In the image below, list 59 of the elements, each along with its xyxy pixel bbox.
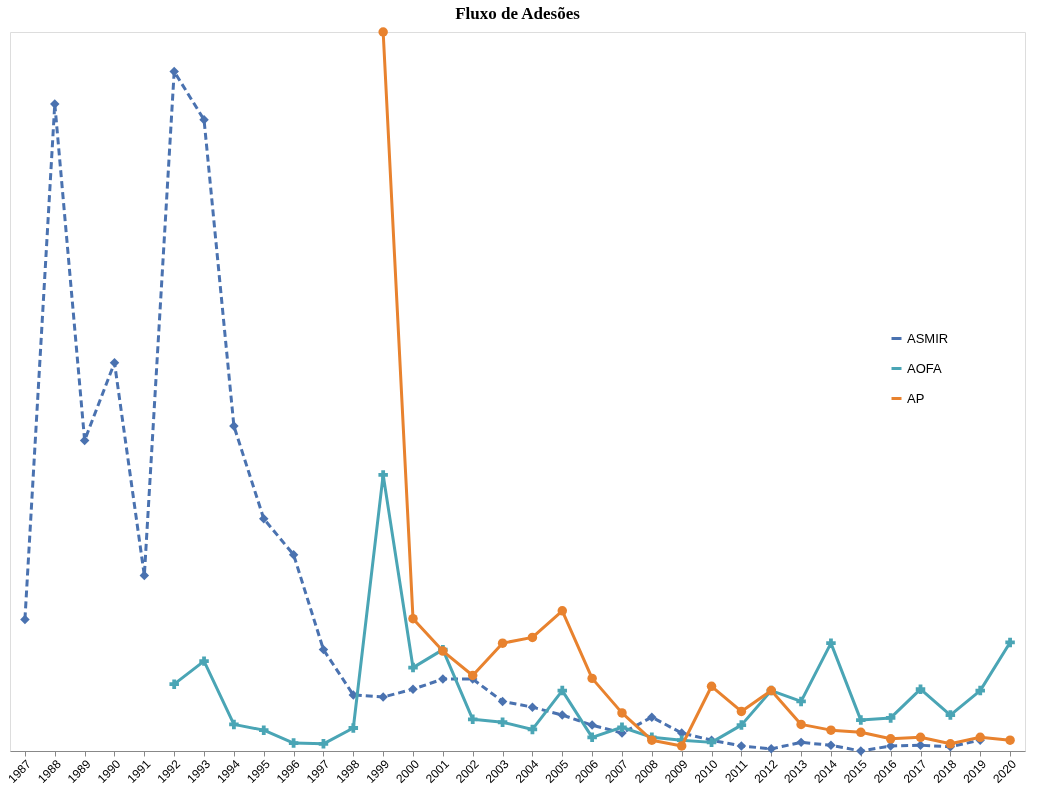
point xyxy=(497,638,508,648)
point xyxy=(1005,735,1015,745)
point xyxy=(915,732,926,743)
point xyxy=(408,613,418,624)
point xyxy=(318,644,329,655)
point xyxy=(587,673,597,684)
point xyxy=(915,684,926,694)
point xyxy=(826,725,836,735)
point xyxy=(20,614,30,625)
point xyxy=(199,656,209,666)
point xyxy=(736,741,747,751)
point xyxy=(617,722,627,733)
point xyxy=(378,470,388,480)
point xyxy=(736,706,747,717)
point xyxy=(557,710,568,720)
point xyxy=(587,732,597,743)
point xyxy=(557,606,568,616)
legend-label: AP xyxy=(907,390,925,406)
point xyxy=(109,358,120,368)
point xyxy=(856,727,866,738)
point xyxy=(288,738,299,748)
point xyxy=(975,685,985,696)
point xyxy=(617,708,627,718)
legend-label: AOFA xyxy=(907,360,943,376)
point xyxy=(557,685,568,696)
point xyxy=(676,741,687,751)
point xyxy=(856,715,866,725)
point xyxy=(885,713,896,723)
point xyxy=(288,549,299,560)
point xyxy=(318,739,329,749)
point xyxy=(259,725,269,735)
point xyxy=(796,737,806,748)
point xyxy=(527,702,538,712)
point xyxy=(796,719,806,730)
point xyxy=(259,514,269,524)
point xyxy=(885,734,896,744)
point xyxy=(1005,637,1015,648)
point xyxy=(796,696,806,707)
legend-label: ASMIR xyxy=(907,330,949,346)
point xyxy=(945,710,956,720)
chart-title: Fluxo de Adesões xyxy=(455,4,581,24)
point xyxy=(497,717,508,727)
point xyxy=(527,632,538,643)
point xyxy=(169,679,179,689)
point xyxy=(826,638,836,648)
point xyxy=(50,99,60,109)
point xyxy=(467,714,478,725)
point xyxy=(497,696,508,707)
point xyxy=(647,712,657,722)
point xyxy=(736,720,747,730)
point xyxy=(348,723,359,733)
point xyxy=(826,740,836,750)
point xyxy=(199,114,209,125)
point xyxy=(408,662,418,673)
point xyxy=(378,27,388,37)
point xyxy=(229,719,239,730)
point xyxy=(467,670,478,681)
point xyxy=(766,744,776,754)
point xyxy=(706,681,717,692)
